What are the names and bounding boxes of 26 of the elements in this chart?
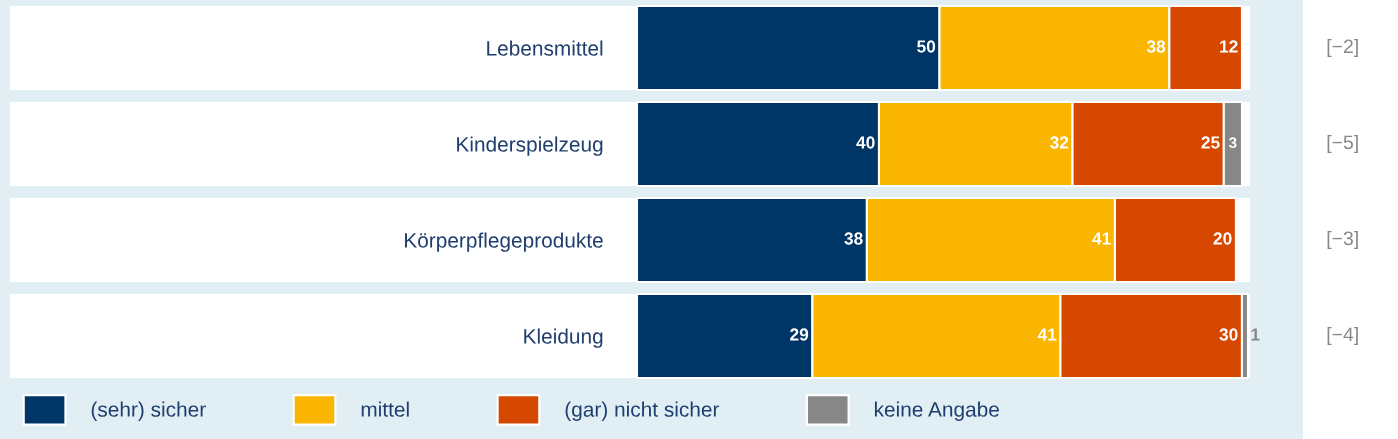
data-label: 20 xyxy=(1213,232,1232,245)
data-label: 41 xyxy=(1092,232,1111,245)
text: [−4] xyxy=(1327,326,1358,346)
legend-label: (gar) nicht sicher xyxy=(565,401,720,421)
data-label: 40 xyxy=(856,136,875,149)
y-tick-label: Kleidung xyxy=(524,328,603,348)
data-label: 41 xyxy=(1037,328,1057,341)
data-label: 12 xyxy=(1220,40,1238,53)
data-label: 1 xyxy=(1251,328,1260,341)
y-tick-label: Körperpflegeprodukte xyxy=(405,232,603,252)
text: [−2] xyxy=(1327,38,1358,58)
data-label: 25 xyxy=(1201,136,1220,149)
data-label: 29 xyxy=(790,328,809,341)
text: [−5] xyxy=(1327,134,1358,154)
legend-label: (sehr) sicher xyxy=(91,401,206,421)
data-label: 38 xyxy=(844,232,863,245)
data-label: 38 xyxy=(1146,40,1166,53)
y-tick-label: Kinderspielzeug xyxy=(457,136,603,156)
text: [−3] xyxy=(1327,230,1358,250)
data-label: 32 xyxy=(1050,136,1069,149)
data-label: 50 xyxy=(917,40,936,53)
legend-label: keine Angabe xyxy=(874,401,999,421)
y-tick-label: Lebensmittel xyxy=(487,40,603,56)
data-label: 3 xyxy=(1228,137,1237,149)
data-label: 30 xyxy=(1219,328,1238,341)
legend-label: mittel xyxy=(361,401,409,417)
